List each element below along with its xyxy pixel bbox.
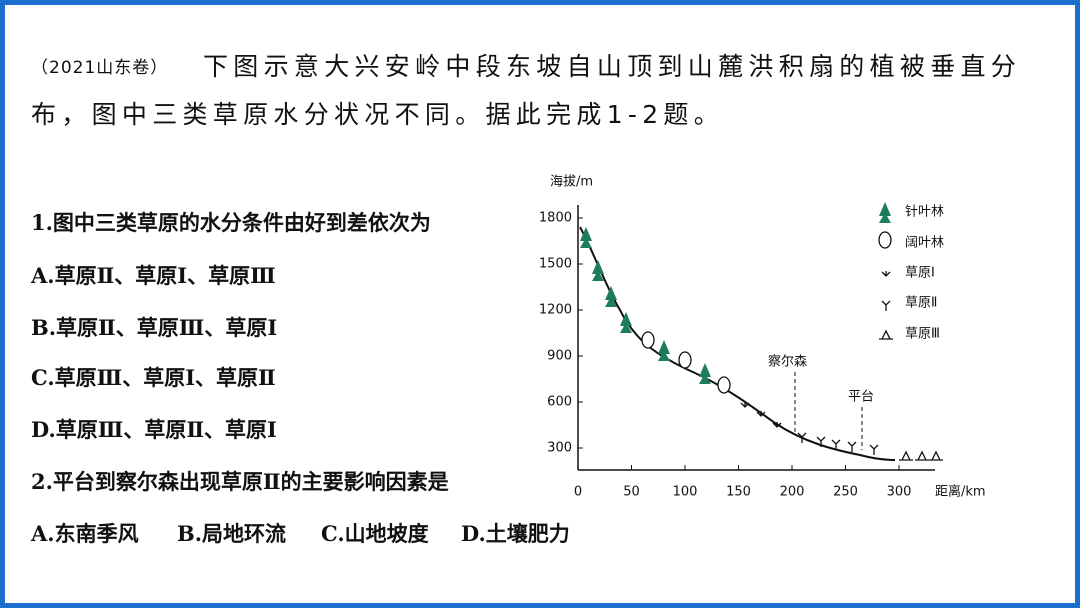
y-axis-label: 海拔/m <box>550 175 593 190</box>
y-tick-label: 1800 <box>539 211 572 226</box>
source: （2021山东卷） <box>31 58 169 78</box>
annotation: 察尔森 <box>768 355 807 370</box>
broadleaf-icons <box>641 231 892 394</box>
grass-icons <box>740 271 943 461</box>
header-line: 布，图中三类草原水分状况不同。据此完成1-2题。 <box>31 100 725 129</box>
legend-label: 阔叶林 <box>905 236 944 251</box>
profile-curve <box>579 226 896 461</box>
y-tick-label: 1200 <box>539 303 572 318</box>
x-tick-label: 300 <box>887 485 912 500</box>
x-tick-label: 50 <box>623 485 640 500</box>
conifer-icons <box>580 202 891 384</box>
y-tick-label: 900 <box>547 349 572 364</box>
x-tick-label: 200 <box>780 485 805 500</box>
annotation: 平台 <box>848 390 874 405</box>
option: D.土壤肥力 <box>461 521 570 546</box>
legend-label: 针叶林 <box>905 205 944 220</box>
question-stem: 1.图中三类草原的水分条件由好到差依次为 <box>31 210 431 235</box>
option: D.草原Ⅲ、草原Ⅱ、草原Ⅰ <box>31 417 277 442</box>
option: A.东南季风 <box>31 521 139 546</box>
x-tick-label: 150 <box>726 485 751 500</box>
x-tick-label: 0 <box>574 485 582 500</box>
option: C.山地坡度 <box>321 521 429 546</box>
option: A.草原Ⅱ、草原Ⅰ、草原Ⅲ <box>31 263 276 288</box>
y-tick-label: 600 <box>547 395 572 410</box>
option: C.草原Ⅲ、草原Ⅰ、草原Ⅱ <box>31 365 276 390</box>
header-line: 下图示意大兴安岭中段东坡自山顶到山麓洪积扇的植被垂直分 <box>203 52 1022 81</box>
x-axis-label: 距离/km <box>935 484 986 500</box>
option: B.草原Ⅱ、草原Ⅲ、草原Ⅰ <box>31 315 278 340</box>
option: B.局地环流 <box>177 521 287 546</box>
y-tick-label: 1500 <box>539 257 572 272</box>
y-tick-label: 300 <box>547 441 572 456</box>
legend-label: 草原Ⅱ <box>905 296 937 311</box>
question-stem: 2.平台到察尔森出现草原Ⅱ的主要影响因素是 <box>31 469 449 494</box>
legend-label: 草原Ⅰ <box>905 266 935 281</box>
x-tick-label: 100 <box>673 485 698 500</box>
figure: 海拔/m 距离/km 察尔森 平台 300 600 900 1200 1500 1800 0… <box>539 175 986 500</box>
x-tick-label: 250 <box>833 485 858 500</box>
legend-label: 草原Ⅲ <box>905 327 940 342</box>
